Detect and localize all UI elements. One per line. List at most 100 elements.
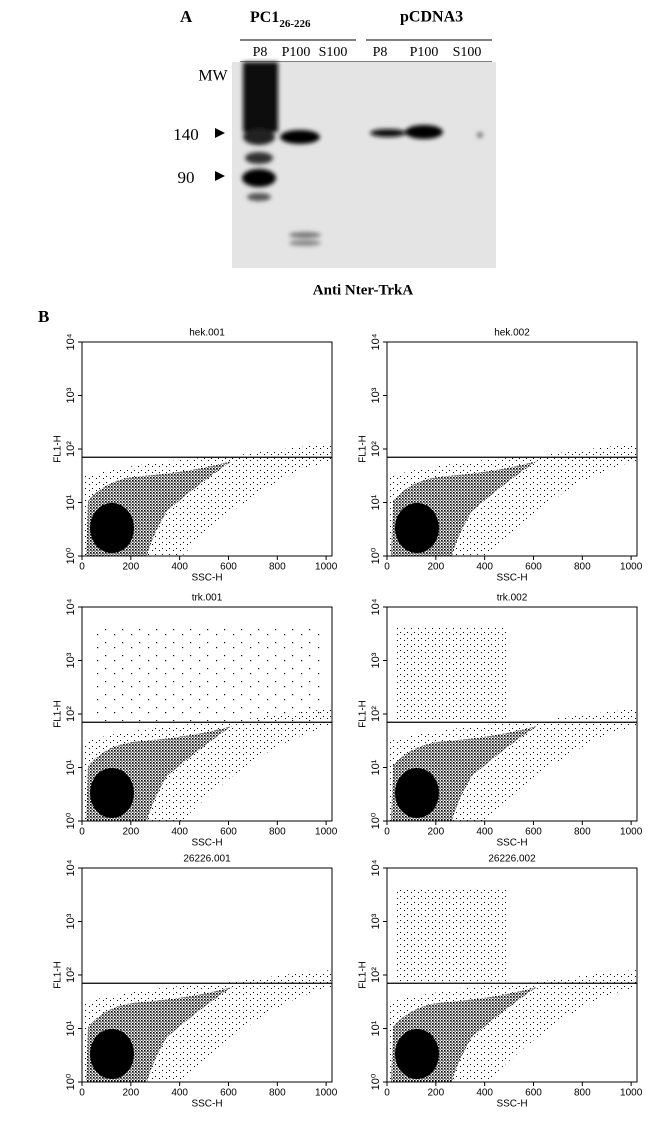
plot-title: trk.002 (497, 593, 528, 604)
x-tick-label: 200 (122, 562, 139, 573)
y-tick-label: 10⁴ (370, 598, 382, 615)
x-tick-label: 800 (269, 827, 286, 838)
y-tick-label: 10³ (65, 652, 77, 668)
y-axis-label: FL1-H (53, 700, 64, 728)
x-tick-label: 800 (574, 827, 591, 838)
lane-label: P8 (373, 45, 388, 60)
y-tick-label: 10² (65, 706, 77, 722)
x-tick-label: 600 (220, 827, 237, 838)
x-tick-label: 200 (122, 1088, 139, 1099)
x-tick-label: 0 (79, 827, 85, 838)
y-axis-label: FL1-H (358, 961, 369, 989)
y-tick-label: 10⁰ (370, 547, 382, 564)
y-tick-label: 10¹ (65, 759, 77, 775)
marker-label: 90 (178, 168, 195, 187)
outlier-cloud (397, 888, 507, 982)
y-axis-label: FL1-H (358, 435, 369, 463)
lane-label: P100 (282, 45, 311, 60)
x-tick-label: 400 (476, 1088, 493, 1099)
group-label: PC126-226 (250, 9, 311, 30)
antibody-label: Anti Nter-TrkA (313, 282, 414, 298)
x-tick-label: 200 (427, 1088, 444, 1099)
plot-title: 26226.002 (488, 854, 536, 865)
outlier-cloud (92, 627, 322, 721)
x-tick-label: 1000 (620, 1088, 643, 1099)
y-axis-label: FL1-H (53, 961, 64, 989)
x-axis-label: SSC-H (191, 573, 222, 584)
y-tick-label: 10² (370, 706, 382, 722)
lane-label: P8 (253, 45, 268, 60)
x-tick-label: 0 (384, 562, 390, 573)
x-tick-label: 600 (220, 562, 237, 573)
bands (242, 62, 483, 246)
cell-cloud-core (90, 768, 134, 818)
y-tick-label: 10⁰ (65, 812, 77, 829)
plot-title: hek.001 (189, 328, 225, 339)
x-tick-label: 400 (171, 1088, 188, 1099)
x-tick-label: 0 (79, 562, 85, 573)
x-tick-label: 200 (427, 562, 444, 573)
scatter-plot: 26226.001 0 200 400 600 800 1000 10⁰ 10¹ 10² 10³ 10… (53, 854, 338, 1110)
y-tick-label: 10¹ (65, 1020, 77, 1036)
y-tick-label: 10² (65, 967, 77, 983)
scatter-plot: trk.002 0 200 400 600 800 1000 10⁰ 10¹ 10² 10³ 10⁴ S… (358, 593, 643, 849)
x-tick-label: 800 (269, 1088, 286, 1099)
cell-cloud-core (395, 1029, 439, 1079)
scatter-plot: 26226.002 0 200 400 600 800 1000 10⁰ 10¹ 10² 10³ 10… (358, 854, 643, 1110)
y-tick-label: 10² (370, 967, 382, 983)
x-tick-label: 400 (171, 827, 188, 838)
panel-label: A (180, 7, 193, 26)
y-tick-label: 10⁰ (65, 547, 77, 564)
y-tick-label: 10¹ (370, 1020, 382, 1036)
x-tick-label: 800 (269, 562, 286, 573)
y-tick-label: 10³ (370, 913, 382, 929)
x-tick-label: 1000 (315, 827, 338, 838)
x-axis-label: SSC-H (191, 838, 222, 849)
x-tick-label: 0 (384, 1088, 390, 1099)
y-axis-label: FL1-H (53, 435, 64, 463)
y-tick-label: 10⁴ (65, 333, 77, 350)
plot-title: hek.002 (494, 328, 530, 339)
x-axis-label: SSC-H (496, 1099, 527, 1110)
mw-label: MW (198, 68, 228, 85)
lane-label: S100 (319, 45, 348, 60)
x-tick-label: 600 (525, 562, 542, 573)
x-tick-label: 400 (476, 827, 493, 838)
x-tick-label: 400 (171, 562, 188, 573)
plot-title: trk.001 (192, 593, 223, 604)
cell-cloud-core (90, 1029, 134, 1079)
x-axis-label: SSC-H (496, 573, 527, 584)
y-tick-label: 10² (65, 441, 77, 457)
y-tick-label: 10³ (370, 652, 382, 668)
y-tick-label: 10⁴ (370, 859, 382, 876)
y-tick-label: 10² (370, 441, 382, 457)
marker-arrow (215, 171, 225, 181)
x-tick-label: 600 (525, 1088, 542, 1099)
outlier-cloud (397, 627, 507, 721)
marker-arrow (215, 128, 225, 138)
y-tick-label: 10¹ (370, 494, 382, 510)
x-axis-label: SSC-H (191, 1099, 222, 1110)
x-tick-label: 200 (427, 827, 444, 838)
y-tick-label: 10⁰ (370, 1073, 382, 1090)
y-tick-label: 10⁰ (370, 812, 382, 829)
cell-cloud-core (395, 503, 439, 553)
scatter-plot: hek.001 0 200 400 600 800 1000 10⁰ 10¹ 10² 10³ 10⁴ S… (53, 328, 338, 584)
x-tick-label: 800 (574, 1088, 591, 1099)
y-tick-label: 10¹ (370, 759, 382, 775)
x-tick-label: 200 (122, 827, 139, 838)
x-tick-label: 400 (476, 562, 493, 573)
x-tick-label: 1000 (315, 562, 338, 573)
y-tick-label: 10³ (65, 387, 77, 403)
x-tick-label: 0 (79, 1088, 85, 1099)
x-tick-label: 800 (574, 562, 591, 573)
cell-cloud-core (90, 503, 134, 553)
x-tick-label: 1000 (620, 827, 643, 838)
y-tick-label: 10⁴ (65, 859, 77, 876)
scatter-plot: hek.002 0 200 400 600 800 1000 10⁰ 10¹ 10² 10³ 10⁴ S… (358, 328, 643, 584)
group-label: pCDNA3 (400, 9, 463, 26)
panel-a: A PC126-226 pCDNA3 P8 P100 S100 P8 P100 … (173, 7, 496, 298)
x-tick-label: 600 (220, 1088, 237, 1099)
x-tick-label: 600 (525, 827, 542, 838)
